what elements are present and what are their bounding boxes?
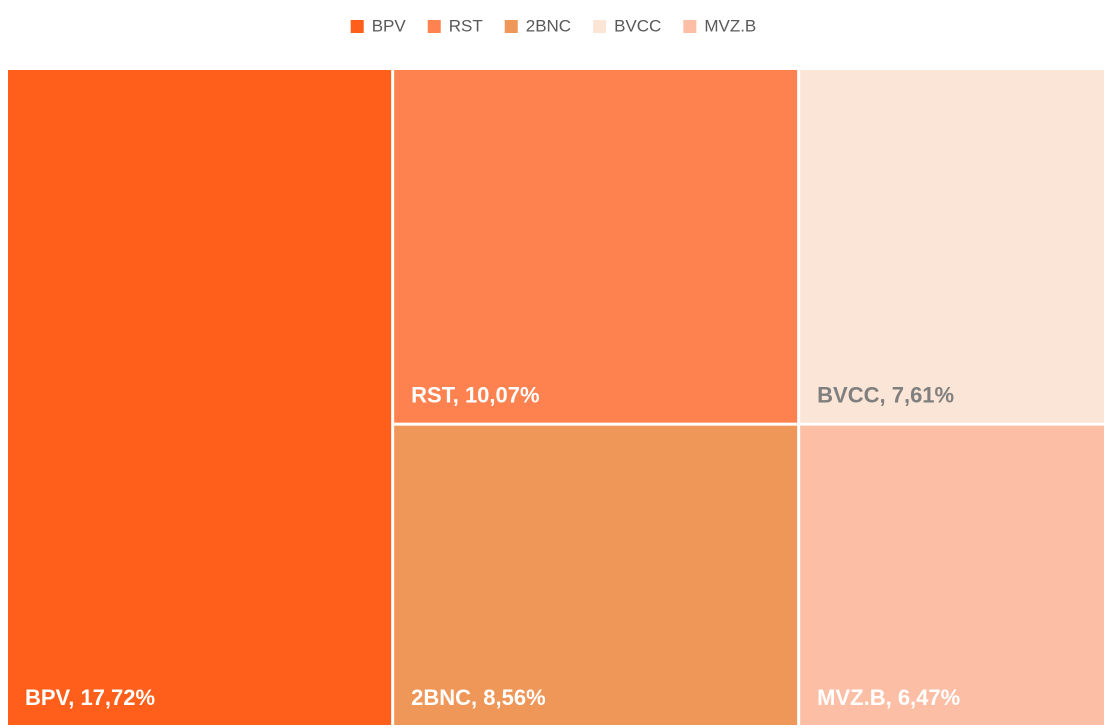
treemap-tile bbox=[394, 425, 798, 725]
treemap-tile bbox=[8, 70, 392, 725]
legend-swatch bbox=[427, 20, 441, 33]
data-label: RST, 10,07% bbox=[411, 382, 539, 407]
legend-label: BVCC bbox=[614, 16, 661, 35]
legend-swatch bbox=[504, 20, 518, 33]
data-label: MVZ.B, 6,47% bbox=[817, 685, 960, 710]
legend-swatch bbox=[593, 20, 607, 33]
treemap-tile bbox=[800, 70, 1104, 423]
legend-label: MVZ.B bbox=[704, 16, 756, 35]
data-label: BVCC, 7,61% bbox=[817, 382, 954, 407]
treemap-tile bbox=[394, 70, 798, 423]
legend-swatch bbox=[350, 20, 364, 33]
legend-label: RST bbox=[449, 16, 483, 35]
treemap-tile bbox=[800, 425, 1104, 725]
data-label: 2BNC, 8,56% bbox=[411, 685, 546, 710]
legend-swatch bbox=[683, 20, 697, 33]
data-label: BPV, 17,72% bbox=[25, 685, 155, 710]
legend-label: 2BNC bbox=[526, 16, 571, 35]
legend-label: BPV bbox=[372, 16, 407, 35]
